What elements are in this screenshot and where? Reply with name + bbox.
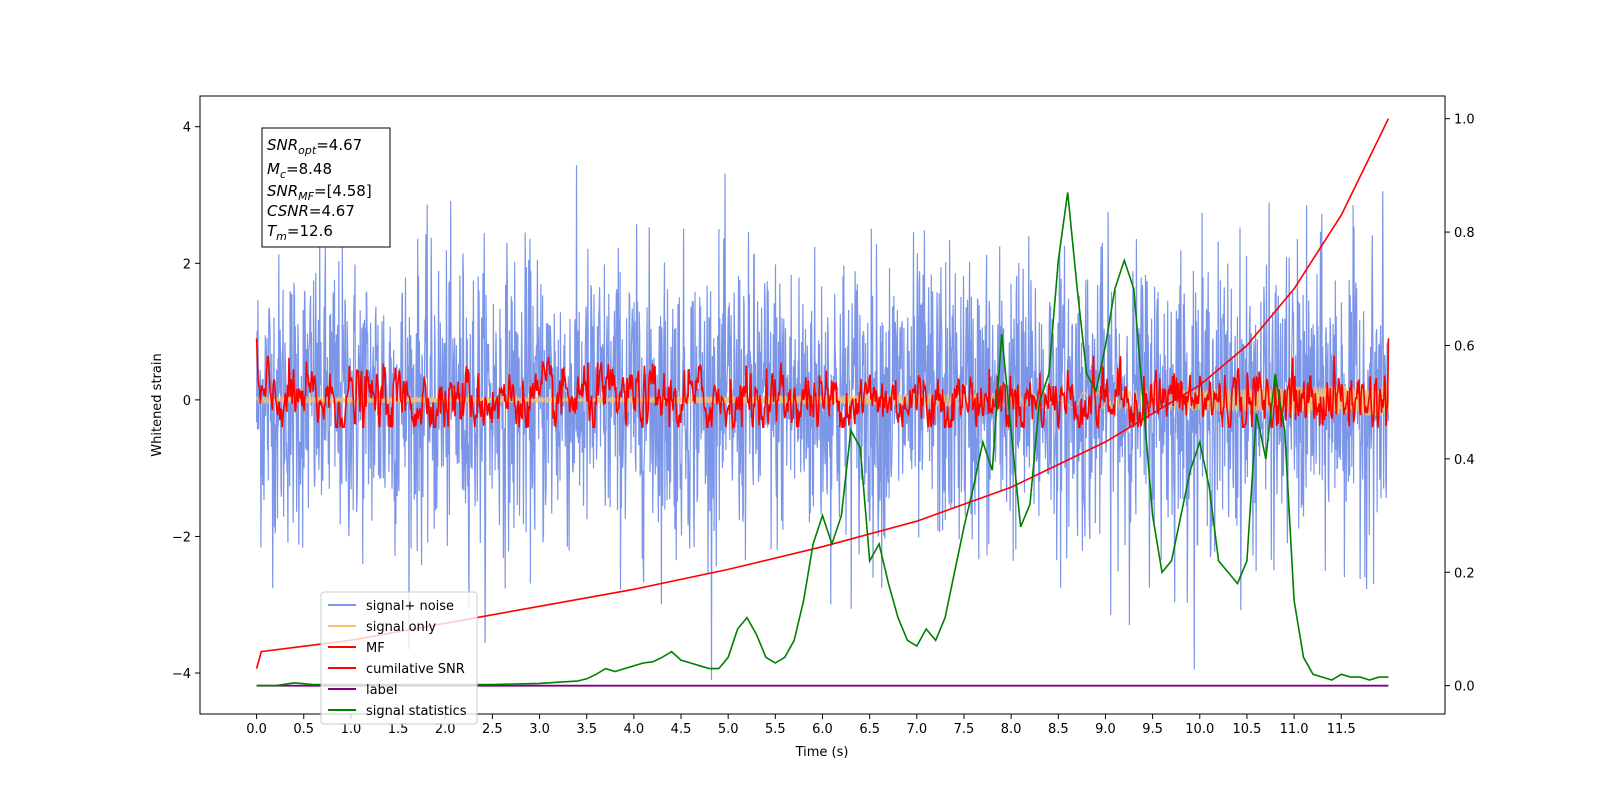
- legend-label: signal only: [366, 620, 436, 635]
- annotation-mc: Mc=8.48: [267, 160, 332, 181]
- annotation-snr-opt: SNRopt=4.67: [267, 136, 362, 157]
- x-tick-label: 10.5: [1232, 722, 1261, 737]
- y2-tick-label: 0.0: [1454, 680, 1475, 695]
- x-tick-label: 0.0: [246, 722, 267, 737]
- x-tick-label: 4.0: [624, 722, 645, 737]
- x-tick-label: 7.5: [954, 722, 975, 737]
- x-tick-label: 11.0: [1280, 722, 1309, 737]
- x-tick-label: 0.5: [293, 722, 314, 737]
- legend-label: label: [366, 683, 397, 698]
- x-tick-label: 10.0: [1185, 722, 1214, 737]
- y2-tick-label: 0.4: [1454, 453, 1475, 468]
- y-tick-label: 4: [183, 121, 191, 136]
- x-tick-label: 2.5: [482, 722, 503, 737]
- annotation-snr-mf: SNRMF=[4.58]: [267, 182, 372, 203]
- x-tick-label: 5.5: [765, 722, 786, 737]
- legend-label: cumilative SNR: [366, 662, 465, 677]
- x-tick-label: 9.0: [1095, 722, 1116, 737]
- y-axis-label: Whitened strain: [150, 353, 165, 456]
- legend-label: MF: [366, 641, 385, 656]
- x-tick-label: 1.5: [388, 722, 409, 737]
- annotation-tm: Tm=12.6: [267, 222, 333, 243]
- x-tick-label: 6.0: [812, 722, 833, 737]
- x-tick-label: 8.0: [1001, 722, 1022, 737]
- axes-ticks: 0.0 0.5 1.0 1.5 2.0 2.5 3.0 3.5 4.0 4.5 5.0 5.5 6.0 6…: [172, 113, 1475, 737]
- y-tick-label: −4: [172, 667, 191, 682]
- x-tick-label: 8.5: [1048, 722, 1069, 737]
- stats-annotation-box: SNRopt=4.67 Mc=8.48 SNRMF=[4.58] CSNR=4.…: [261, 127, 391, 248]
- annotation-frame: [261, 127, 391, 248]
- legend-label: signal+ noise: [366, 599, 454, 614]
- series-signal-statistics-line: [256, 192, 1389, 687]
- y-tick-label: −2: [172, 530, 191, 545]
- y-tick-label: 0: [183, 394, 191, 409]
- x-tick-label: 7.0: [906, 722, 927, 737]
- series-signal-noise-line: [256, 165, 1389, 680]
- legend-label: signal statistics: [366, 704, 467, 719]
- y2-tick-label: 0.2: [1454, 566, 1475, 581]
- y2-tick-label: 0.8: [1454, 226, 1475, 241]
- y2-tick-label: 0.6: [1454, 339, 1475, 354]
- x-tick-label: 9.5: [1142, 722, 1163, 737]
- legend: signal+ noise signal only MF cumilative SNR…: [320, 591, 478, 725]
- y2-tick-label: 1.0: [1454, 113, 1475, 128]
- annotation-csnr: CSNR=4.67: [267, 202, 355, 220]
- y-tick-label: 2: [183, 257, 191, 272]
- x-tick-label: 1.0: [341, 722, 362, 737]
- x-tick-label: 3.0: [529, 722, 550, 737]
- x-tick-label: 11.5: [1327, 722, 1356, 737]
- x-tick-label: 5.0: [718, 722, 739, 737]
- series-mf-line: [255, 338, 1390, 431]
- x-axis-label: Time (s): [795, 745, 849, 760]
- x-tick-label: 4.5: [671, 722, 692, 737]
- x-tick-label: 2.0: [435, 722, 456, 737]
- x-tick-label: 6.5: [859, 722, 880, 737]
- legend-frame: [320, 591, 478, 725]
- x-tick-label: 3.5: [576, 722, 597, 737]
